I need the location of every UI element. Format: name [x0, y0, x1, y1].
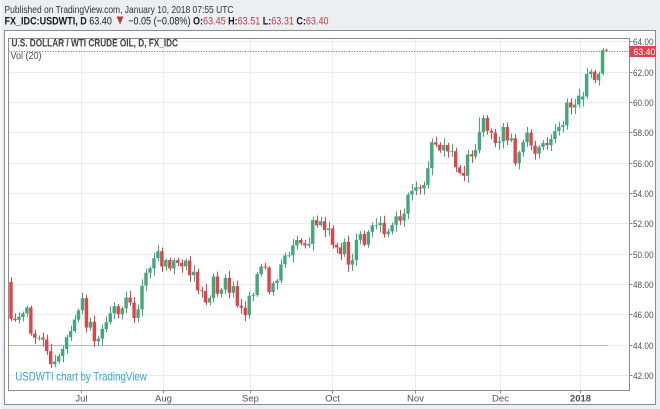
svg-text:Oct: Oct: [325, 393, 340, 404]
svg-text:42.00: 42.00: [633, 371, 654, 382]
svg-text:56.00: 56.00: [633, 159, 654, 170]
svg-text:U.S. DOLLAR / WTI CRUDE OIL, D: U.S. DOLLAR / WTI CRUDE OIL, D, FX_IDC: [12, 37, 179, 49]
svg-text:63.40: 63.40: [634, 47, 656, 58]
svg-text:44.00: 44.00: [633, 341, 654, 352]
svg-text:48.00: 48.00: [633, 280, 654, 291]
svg-text:Dec: Dec: [492, 393, 509, 404]
svg-text:Jul: Jul: [75, 393, 87, 404]
svg-text:USDWTI chart by TradingView: USDWTI chart by TradingView: [15, 370, 147, 384]
svg-text:Vol (20): Vol (20): [11, 50, 42, 62]
svg-text:58.00: 58.00: [633, 128, 654, 139]
svg-text:60.00: 60.00: [633, 98, 654, 109]
svg-text:52.00: 52.00: [633, 219, 654, 230]
svg-text:64.00: 64.00: [633, 37, 654, 48]
svg-text:50.00: 50.00: [633, 250, 654, 261]
svg-text:Published on TradingView.com,: Published on TradingView.com, January 10…: [5, 4, 234, 16]
svg-text:2018: 2018: [570, 393, 591, 404]
svg-text:FX_IDC:USDWTI, D 63.40 ▼ −0.05: FX_IDC:USDWTI, D 63.40 ▼ −0.05 (−0.08%) …: [5, 11, 329, 27]
svg-text:46.00: 46.00: [633, 310, 654, 321]
svg-text:Aug: Aug: [155, 393, 172, 404]
svg-text:Nov: Nov: [407, 393, 424, 404]
svg-text:62.00: 62.00: [633, 68, 654, 79]
svg-text:54.00: 54.00: [633, 189, 654, 200]
svg-text:Sep: Sep: [242, 393, 259, 404]
